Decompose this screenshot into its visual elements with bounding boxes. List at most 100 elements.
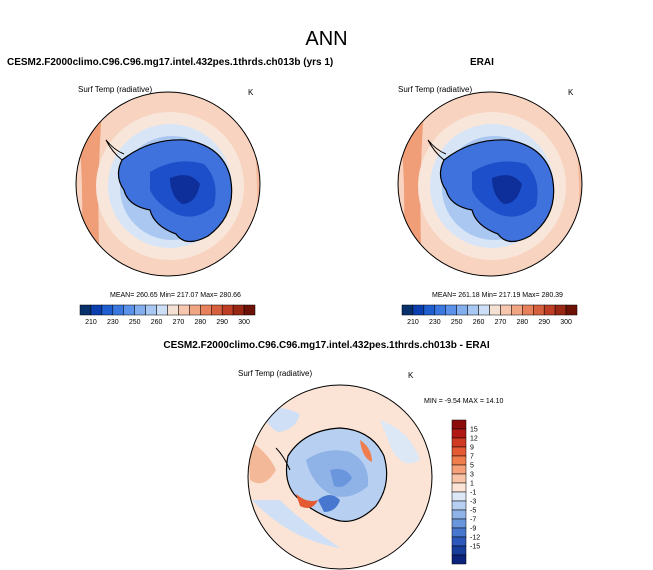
model-map (76, 92, 260, 276)
obs-colorbar-cell (533, 304, 545, 316)
obs-colorbar-cell (434, 304, 446, 316)
model-colorbar-cell (221, 304, 234, 316)
model-colorbar-cell (145, 304, 157, 316)
model-colorbar-cell (79, 304, 92, 316)
diff-colorbar-tick-label: 3 (470, 472, 474, 479)
obs-units-label: K (568, 88, 574, 97)
diff-variable-label: Surf Temp (radiative) (238, 369, 313, 378)
model-colorbar-cell (90, 304, 103, 316)
obs-colorbar-cell (522, 304, 534, 316)
diff-colorbar-cell (451, 455, 467, 466)
obs-colorbar-cell (565, 304, 578, 316)
model-colorbar-cell (112, 304, 124, 316)
model-colorbar-tick-label: 270 (173, 319, 185, 326)
model-variable-label: Surf Temp (radiative) (78, 85, 153, 94)
model-panel-title: CESM2.F2000climo.C96.C96.mg17.intel.432p… (7, 57, 334, 68)
model-colorbar-cell (156, 304, 168, 316)
obs-colorbar-cell (456, 304, 468, 316)
diff-colorbar-tick-label: 12 (470, 436, 478, 443)
obs-colorbar-cell (401, 304, 414, 316)
diff-units-label: K (408, 371, 414, 380)
figure-title: ANN (305, 28, 348, 50)
model-colorbar-tick-label: 280 (194, 319, 206, 326)
obs-colorbar-cell (489, 304, 501, 316)
obs-map (398, 92, 582, 276)
obs-colorbar-cell (500, 304, 512, 316)
diff-panel-title: CESM2.F2000climo.C96.C96.mg17.intel.432p… (163, 340, 490, 351)
diff-colorbar-cell (451, 482, 467, 493)
model-colorbar-cell (101, 304, 114, 316)
diff-colorbar-cell (451, 509, 467, 520)
diff-colorbar-tick-label: 15 (470, 427, 478, 434)
obs-map-border (397, 91, 583, 277)
obs-colorbar-cell (467, 304, 479, 316)
obs-colorbar-cell (511, 304, 523, 316)
model-colorbar-cell (167, 304, 179, 316)
diff-colorbar-cell (451, 545, 467, 556)
diff-colorbar-tick-label: -7 (470, 517, 476, 524)
obs-colorbar-cell (554, 304, 567, 316)
model-stats: MEAN= 260.65 Min= 217.07 Max= 280.66 (110, 292, 241, 299)
diff-colorbar-tick-label: 9 (470, 445, 474, 452)
diff-map (248, 385, 432, 569)
diff-colorbar-cell (451, 446, 467, 457)
diff-colorbar-tick-label: -12 (470, 535, 480, 542)
diff-colorbar-cell (451, 464, 467, 475)
diff-colorbar-tick-label: -15 (470, 544, 480, 551)
obs-colorbar-tick-label: 300 (560, 319, 572, 326)
model-colorbar-cell (200, 304, 212, 316)
model-colorbar-tick-label: 250 (129, 319, 141, 326)
diff-colorbar-cell (451, 491, 467, 502)
diff-colorbar-cell (451, 473, 467, 484)
model-colorbar-tick-label: 300 (238, 319, 250, 326)
obs-stats: MEAN= 261.18 Min= 217.19 Max= 280.39 (432, 292, 563, 299)
model-colorbar-tick-label: 260 (151, 319, 163, 326)
model-colorbar-cell (232, 304, 245, 316)
diff-colorbar-tick-label: 7 (470, 454, 474, 461)
obs-colorbar-tick-label: 250 (451, 319, 463, 326)
diff-map-border (247, 384, 433, 570)
diff-colorbar-tick-label: -9 (470, 526, 476, 533)
model-colorbar-cell (178, 304, 190, 316)
model-colorbar-cell (211, 304, 223, 316)
diff-colorbar-tick-label: -3 (470, 499, 476, 506)
diff-colorbar-cell (451, 437, 467, 448)
model-map-border (75, 91, 261, 277)
diff-colorbar-cell (451, 536, 467, 547)
diff-colorbar-tick-label: 5 (470, 463, 474, 470)
diff-colorbar-cell (451, 428, 467, 439)
obs-colorbar-cell (478, 304, 490, 316)
diff-colorbar-tick-label: -1 (470, 490, 476, 497)
diff-colorbar-tick-label: -5 (470, 508, 476, 515)
model-colorbar-cell (243, 304, 256, 316)
obs-colorbar-tick-label: 260 (473, 319, 485, 326)
model-colorbar: 210 230 250 260 270 280 290 300 (79, 304, 256, 326)
model-colorbar-tick-label: 230 (107, 319, 119, 326)
diff-colorbar: 15 12 9 7 5 3 1 -1 -3 -5 -7 -9 -12 -15 (451, 419, 480, 565)
model-colorbar-cell (189, 304, 201, 316)
diff-colorbar-cell (451, 500, 467, 511)
diff-colorbar-cell (451, 527, 467, 538)
obs-colorbar-tick-label: 280 (516, 319, 528, 326)
obs-variable-label: Surf Temp (radiative) (398, 85, 473, 94)
model-units-label: K (248, 88, 254, 97)
diff-colorbar-cell (451, 419, 467, 430)
model-colorbar-cell (134, 304, 146, 316)
diff-colorbar-cell (451, 518, 467, 529)
obs-panel-title: ERAI (470, 57, 494, 68)
obs-colorbar-tick-label: 270 (495, 319, 507, 326)
obs-colorbar-tick-label: 210 (407, 319, 419, 326)
model-colorbar-cell (123, 304, 135, 316)
diff-colorbar-cell (451, 554, 467, 565)
diff-colorbar-tick-label: 1 (470, 481, 474, 488)
obs-colorbar: 210 230 250 260 270 280 290 300 (401, 304, 578, 326)
obs-colorbar-tick-label: 230 (429, 319, 441, 326)
obs-colorbar-tick-label: 290 (538, 319, 550, 326)
model-colorbar-tick-label: 210 (85, 319, 97, 326)
diff-stats: MIN = -9.54 MAX = 14.10 (424, 398, 504, 405)
obs-colorbar-cell (543, 304, 556, 316)
obs-colorbar-cell (445, 304, 457, 316)
obs-colorbar-cell (412, 304, 425, 316)
obs-colorbar-cell (423, 304, 436, 316)
